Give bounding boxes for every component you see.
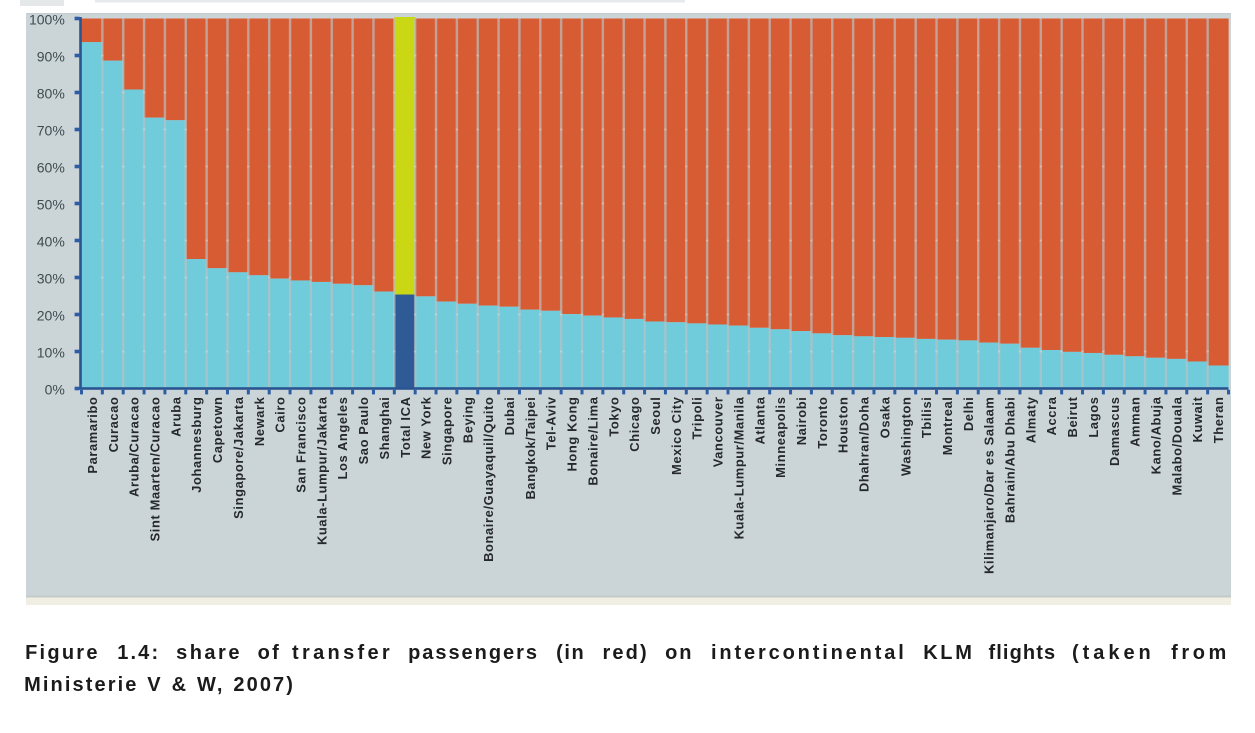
svg-text:Washington: Washington xyxy=(898,397,913,476)
svg-text:Vancouver: Vancouver xyxy=(711,397,726,468)
svg-text:Osaka: Osaka xyxy=(877,396,892,438)
svg-text:Theran: Theran xyxy=(1211,397,1226,444)
svg-text:Newark: Newark xyxy=(252,396,267,446)
svg-text:Almaty: Almaty xyxy=(1023,396,1038,443)
svg-text:Tokyo: Tokyo xyxy=(606,397,621,437)
svg-text:Kuala-Lumpur/Manila: Kuala-Lumpur/Manila xyxy=(731,396,746,539)
svg-text:Tripoli: Tripoli xyxy=(690,397,705,440)
svg-text:Aruba/Curacao: Aruba/Curacao xyxy=(127,397,142,497)
svg-text:Amman: Amman xyxy=(1128,397,1143,447)
svg-text:Delhi: Delhi xyxy=(961,397,976,432)
svg-text:New York: New York xyxy=(419,396,434,459)
svg-text:Bonaire/Lima: Bonaire/Lima xyxy=(585,396,600,485)
svg-text:Beirut: Beirut xyxy=(1065,396,1080,437)
svg-text:Cairo: Cairo xyxy=(273,397,288,433)
svg-text:Houston: Houston xyxy=(836,397,851,454)
svg-text:San Francisco: San Francisco xyxy=(293,397,308,493)
svg-text:Paramaribo: Paramaribo xyxy=(85,397,100,474)
svg-text:50%: 50% xyxy=(37,196,65,212)
svg-text:Bahrain/Abu Dhabi: Bahrain/Abu Dhabi xyxy=(1003,397,1018,524)
svg-text:Atlanta: Atlanta xyxy=(752,396,767,444)
svg-text:Accra: Accra xyxy=(1044,396,1059,435)
svg-text:Tel-Aviv: Tel-Aviv xyxy=(544,396,559,450)
svg-text:80%: 80% xyxy=(37,85,65,101)
svg-text:Beying: Beying xyxy=(460,397,475,444)
svg-text:70%: 70% xyxy=(37,122,65,138)
svg-text:Los Angeles: Los Angeles xyxy=(335,397,350,480)
svg-text:Bonaire/Guayaquil/Quito: Bonaire/Guayaquil/Quito xyxy=(481,397,496,562)
svg-text:Seoul: Seoul xyxy=(648,397,663,435)
svg-text:Singapore: Singapore xyxy=(439,397,454,466)
svg-text:Chicago: Chicago xyxy=(627,397,642,452)
svg-text:Aruba: Aruba xyxy=(168,396,183,437)
svg-text:100%: 100% xyxy=(29,11,65,27)
svg-text:60%: 60% xyxy=(37,159,65,175)
svg-text:Damascus: Damascus xyxy=(1107,397,1122,466)
svg-text:Mexico City: Mexico City xyxy=(669,396,684,475)
svg-text:Hong Kong: Hong Kong xyxy=(565,397,580,472)
svg-text:Montreal: Montreal xyxy=(940,397,955,456)
svg-text:Kuwait: Kuwait xyxy=(1190,396,1205,442)
svg-text:30%: 30% xyxy=(37,270,65,286)
svg-text:Nairobi: Nairobi xyxy=(794,397,809,446)
svg-text:Curacao: Curacao xyxy=(106,397,121,453)
svg-text:Capetown: Capetown xyxy=(210,397,225,464)
svg-text:Bangkok/Taipei: Bangkok/Taipei xyxy=(523,397,538,500)
svg-text:Singapore/Jakarta: Singapore/Jakarta xyxy=(231,396,246,519)
svg-text:10%: 10% xyxy=(37,344,65,360)
svg-text:Sint Maarten/Curacao: Sint Maarten/Curacao xyxy=(147,397,162,542)
svg-text:40%: 40% xyxy=(37,233,65,249)
svg-text:Tbilisi: Tbilisi xyxy=(919,397,934,439)
svg-text:Kuala-Lumpur/Jakarta: Kuala-Lumpur/Jakarta xyxy=(314,396,329,545)
svg-text:0%: 0% xyxy=(45,381,65,397)
svg-text:Total ICA: Total ICA xyxy=(398,397,413,458)
svg-text:20%: 20% xyxy=(37,307,65,323)
svg-text:Malabo/Douala: Malabo/Douala xyxy=(1169,396,1184,495)
svg-text:Toronto: Toronto xyxy=(815,397,830,449)
svg-text:90%: 90% xyxy=(37,48,65,64)
svg-text:Dhahran/Doha: Dhahran/Doha xyxy=(857,396,872,492)
svg-text:Shanghai: Shanghai xyxy=(377,397,392,460)
svg-text:Kano/Abuja: Kano/Abuja xyxy=(1149,396,1164,474)
svg-text:Kilimanjaro/Dar es Salaam: Kilimanjaro/Dar es Salaam xyxy=(982,396,997,573)
svg-text:Lagos: Lagos xyxy=(1086,397,1101,438)
svg-text:Johannesburg: Johannesburg xyxy=(189,397,204,493)
svg-text:Sao Paulo: Sao Paulo xyxy=(356,397,371,465)
svg-text:Dubai: Dubai xyxy=(502,397,517,436)
svg-text:Minneapolis: Minneapolis xyxy=(773,397,788,478)
